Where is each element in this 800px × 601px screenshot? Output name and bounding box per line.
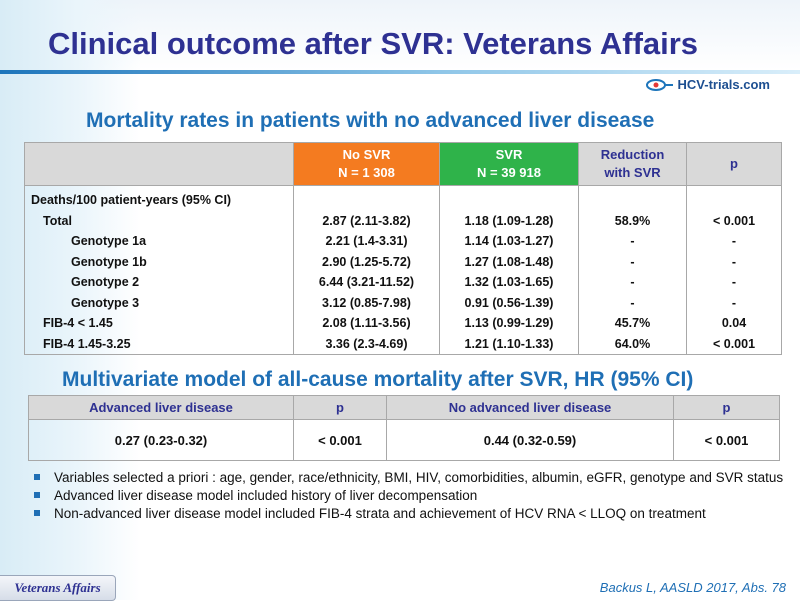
row-label-genotype-2: Genotype 2	[71, 275, 140, 289]
p-cell: < 0.001	[712, 336, 756, 351]
no-svr-cell: 3.12 (0.85-7.98)	[322, 295, 411, 310]
svr-cell: 1.32 (1.03-1.65)	[464, 275, 554, 289]
p-cell: -	[731, 275, 737, 289]
row-label-genotype-1b: Genotype 1b	[71, 254, 147, 269]
no-svr-cell: 2.90 (1.25-5.72)	[322, 254, 411, 269]
header-svr-label: SVR	[495, 147, 523, 162]
slide-title: Clinical outcome after SVR: Veterans Aff…	[48, 26, 699, 61]
svr-cell: 1.18 (1.09-1.28)	[464, 213, 554, 228]
header-svr-count: N = 39 918	[477, 165, 541, 180]
p-cell	[687, 190, 781, 211]
multivariate-header-row: Advanced liver disease p No advanced liv…	[28, 395, 780, 420]
reduction-cell: 64.0%	[614, 336, 651, 351]
header-p-no-advanced: p	[673, 395, 780, 420]
no-svr-column: 2.87 (2.11-3.82) 2.21 (1.4-3.31) 2.90 (1…	[293, 185, 440, 355]
section-title-mortality: Mortality rates in patients with no adva…	[86, 109, 655, 132]
no-svr-cell: 3.36 (2.3-4.69)	[325, 336, 408, 351]
reduction-cell: 58.9%	[614, 213, 651, 228]
header-reduction: Reduction with SVR	[578, 142, 687, 186]
header-reduction-line1: Reduction	[600, 147, 665, 162]
no-svr-cell: 2.08 (1.11-3.56)	[322, 316, 411, 330]
p-cell: -	[731, 234, 737, 248]
multivariate-table: Advanced liver disease p No advanced liv…	[28, 395, 780, 461]
header-blank-cell	[24, 142, 294, 186]
row-label-fib4-mid: FIB-4 1.45-3.25	[43, 336, 131, 351]
reduction-cell: -	[630, 295, 635, 310]
reduction-column: 58.9% - - - - 45.7% 64.0%	[578, 185, 687, 355]
header-reduction-line2: with SVR	[604, 165, 661, 180]
notes-list: Variables selected a priori : age, gende…	[34, 469, 789, 523]
header-no-svr-label: No SVR	[342, 147, 391, 162]
row-label-deaths-per-100py: Deaths/100 patient-years (95% CI)	[31, 193, 232, 207]
note-item: Advanced liver disease model included hi…	[34, 487, 789, 504]
reduction-cell: -	[630, 275, 635, 289]
svr-cell: 1.14 (1.03-1.27)	[464, 234, 554, 248]
reduction-cell: 45.7%	[614, 316, 651, 330]
reduction-cell: -	[630, 234, 635, 248]
section-title-multivariate: Multivariate model of all-cause mortalit…	[62, 368, 694, 391]
header-no-svr-count: N = 1 308	[338, 165, 395, 180]
svr-cell: 1.21 (1.10-1.33)	[464, 336, 554, 351]
svr-cell: 1.13 (0.99-1.29)	[464, 316, 554, 330]
reduction-cell	[579, 190, 686, 211]
logo-text: HCV-trials.com	[677, 77, 770, 92]
header-no-svr: No SVR N = 1 308	[293, 142, 440, 186]
p-cell: 0.04	[721, 316, 747, 330]
header-p: p	[686, 142, 782, 186]
header-svr: SVR N = 39 918	[439, 142, 579, 186]
no-svr-cell	[294, 190, 439, 211]
hcv-trials-logo: HCV-trials.com	[645, 77, 770, 92]
row-label-genotype-1a: Genotype 1a	[71, 234, 147, 248]
label-column: Deaths/100 patient-years (95% CI) Total …	[24, 185, 294, 355]
header-advanced-liver-disease: Advanced liver disease	[28, 395, 294, 420]
svr-cell: 0.91 (0.56-1.39)	[464, 295, 554, 310]
mortality-table-body: Deaths/100 patient-years (95% CI) Total …	[24, 185, 782, 355]
no-svr-cell: 6.44 (3.21-11.52)	[318, 275, 415, 289]
svr-cell: 1.27 (1.08-1.48)	[464, 254, 554, 269]
p-cell: -	[731, 254, 737, 269]
row-label-total: Total	[43, 213, 72, 228]
p-column: < 0.001 - - - - 0.04 < 0.001	[686, 185, 782, 355]
note-item: Non-advanced liver disease model include…	[34, 505, 789, 522]
multivariate-value-row: 0.27 (0.23-0.32) < 0.001 0.44 (0.32-0.59…	[28, 419, 780, 461]
citation: Backus L, AASLD 2017, Abs. 78	[599, 580, 786, 595]
p-advanced: < 0.001	[293, 419, 387, 461]
header-no-advanced-liver-disease: No advanced liver disease	[386, 395, 674, 420]
hr-no-advanced: 0.44 (0.32-0.59)	[386, 419, 674, 461]
note-item: Variables selected a priori : age, gende…	[34, 469, 789, 486]
hr-advanced: 0.27 (0.23-0.32)	[28, 419, 294, 461]
p-cell: < 0.001	[712, 213, 756, 228]
svr-cell	[440, 190, 578, 211]
mortality-table: No SVR N = 1 308 SVR N = 39 918 Reductio…	[24, 142, 782, 355]
p-cell: -	[731, 295, 737, 310]
reduction-cell: -	[630, 254, 635, 269]
no-svr-cell: 2.21 (1.4-3.31)	[325, 234, 408, 248]
header-p-advanced: p	[293, 395, 387, 420]
svr-column: 1.18 (1.09-1.28) 1.14 (1.03-1.27) 1.27 (…	[439, 185, 579, 355]
row-label-genotype-3: Genotype 3	[71, 295, 140, 310]
no-svr-cell: 2.87 (2.11-3.82)	[322, 213, 411, 228]
title-divider	[0, 70, 800, 74]
veterans-affairs-badge: Veterans Affairs	[0, 575, 116, 601]
hcv-trials-logo-icon	[645, 78, 674, 92]
mortality-table-header: No SVR N = 1 308 SVR N = 39 918 Reductio…	[24, 142, 782, 186]
p-no-advanced: < 0.001	[673, 419, 780, 461]
row-label-fib4-low: FIB-4 < 1.45	[43, 316, 113, 330]
